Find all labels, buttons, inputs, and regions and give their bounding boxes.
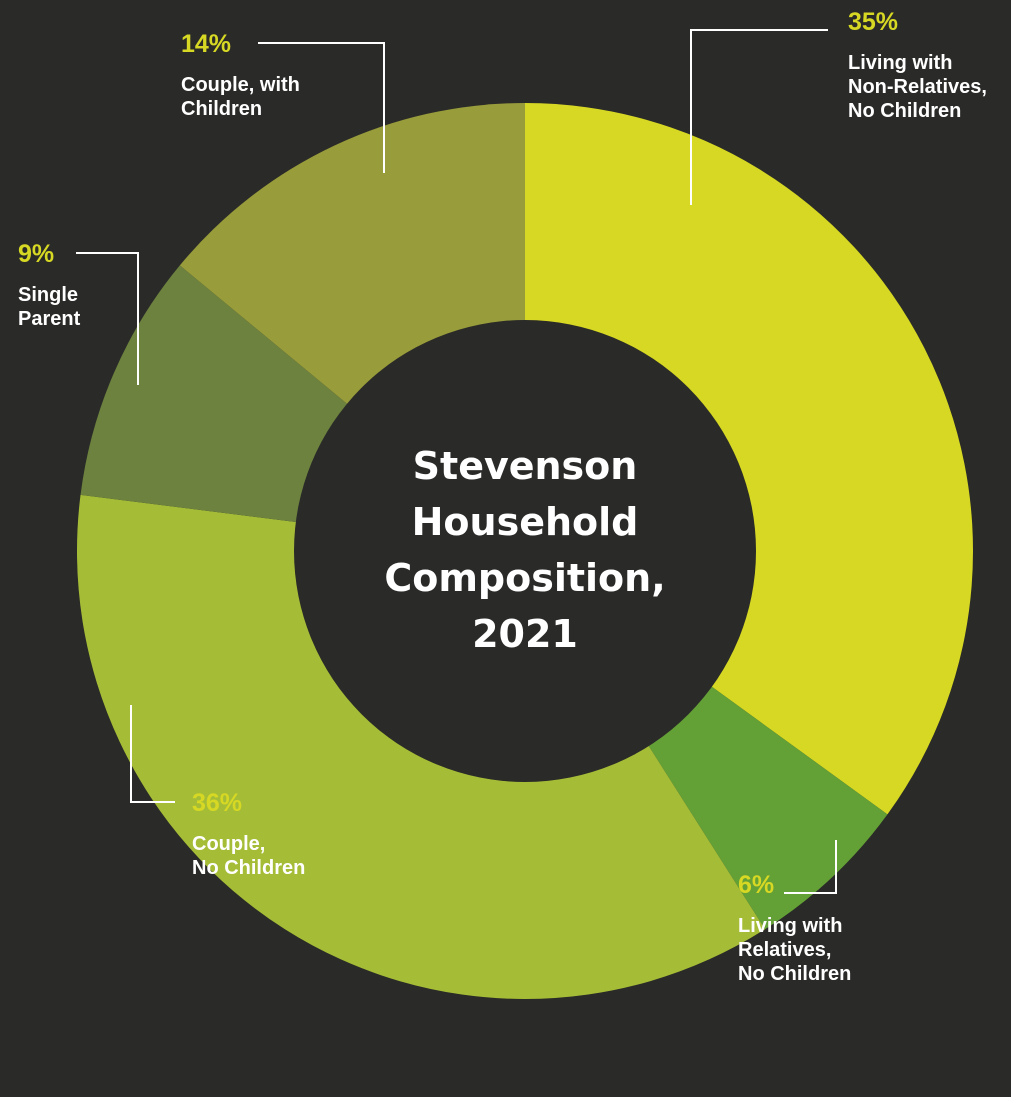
value-label-living-with-non-relatives-no-children: 35% <box>848 8 898 36</box>
category-label-couple-no-children: Couple, No Children <box>192 833 305 879</box>
leader-line-couple-with-children <box>258 42 385 173</box>
category-label-single-parent: Single Parent <box>18 284 81 330</box>
category-label-couple-with-children: Couple, with Children <box>181 74 300 120</box>
category-label-living-with-non-relatives-no-children: Living with Non-Relatives, No Children <box>848 52 987 122</box>
slice-labels: 35% Living with Non-Relatives, No Children 6… <box>18 8 987 985</box>
leader-line-living-with-relatives-no-children <box>784 840 837 894</box>
value-label-single-parent: 9% <box>18 240 54 268</box>
value-label-couple-with-children: 14% <box>181 30 231 58</box>
value-label-living-with-relatives-no-children: 6% <box>738 871 774 899</box>
leader-line-living-with-non-relatives-no-children <box>690 29 828 205</box>
leader-lines <box>76 29 837 894</box>
value-label-couple-no-children: 36% <box>192 789 242 817</box>
donut-hole <box>294 320 756 782</box>
leader-line-couple-no-children <box>130 705 175 803</box>
leader-line-single-parent <box>76 252 139 385</box>
slice-living-with-non-relatives-no-children <box>525 103 974 815</box>
chart-title: Stevenson Household Composition, 2021 <box>384 444 665 656</box>
category-label-living-with-relatives-no-children: Living with Relatives, No Children <box>738 915 851 985</box>
